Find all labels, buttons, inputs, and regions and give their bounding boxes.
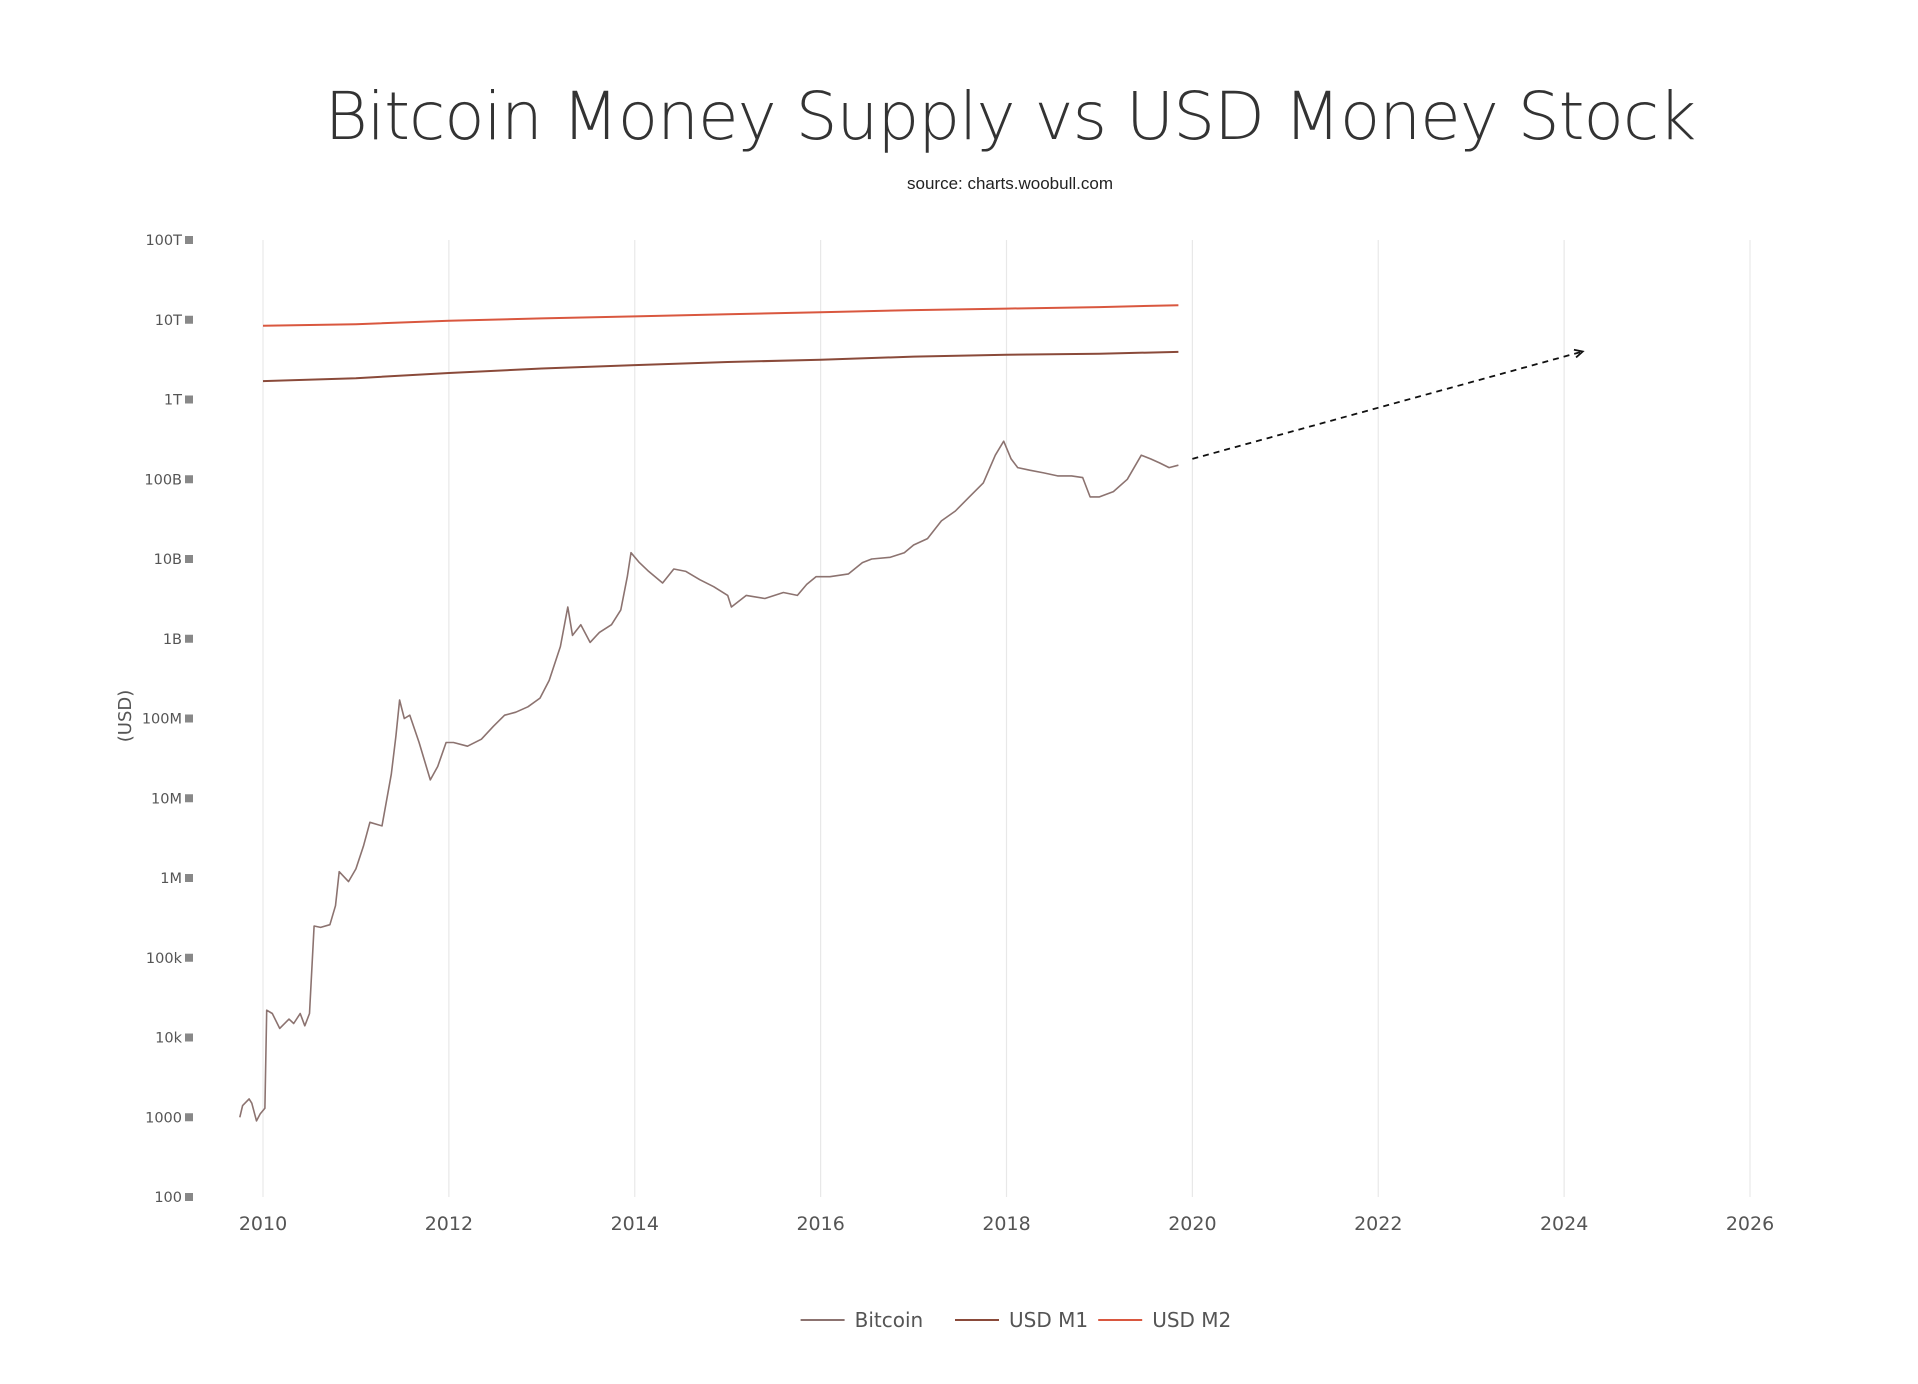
y-tick-marker: [185, 315, 193, 324]
y-tick-label: 1000: [145, 1110, 182, 1126]
series-line-usd-m2: [262, 304, 1179, 327]
chart-subtitle: source: charts.woobull.com: [907, 174, 1113, 193]
y-tick-marker: [185, 953, 193, 962]
y-tick-marker: [185, 874, 193, 882]
legend-item-usd-m1[interactable]: USD M1: [955, 1308, 1088, 1332]
legend-label: USD M1: [1009, 1308, 1088, 1332]
y-axis-title: (USD): [115, 690, 136, 743]
y-tick-label: 100: [154, 1190, 182, 1206]
x-tick-label: 2024: [1540, 1213, 1588, 1235]
y-tick-marker: [185, 1033, 193, 1042]
y-tick-label: 100M: [142, 712, 182, 728]
x-tick-label: 2020: [1168, 1213, 1216, 1235]
y-tick-marker: [185, 236, 193, 244]
y-tick-marker: [185, 714, 193, 723]
x-tick-label: 2026: [1726, 1213, 1774, 1235]
x-tick-label: 2014: [611, 1213, 659, 1235]
annotations: [1192, 348, 1585, 460]
series-lines: [239, 304, 1179, 1122]
legend-item-usd-m2[interactable]: USD M2: [1098, 1308, 1231, 1332]
x-tick-label: 2010: [239, 1213, 287, 1235]
x-tick-label: 2012: [425, 1213, 473, 1235]
grid-lines: [262, 240, 1751, 1197]
chart-title: Bitcoin Money Supply vs USD Money Stock: [324, 78, 1697, 155]
legend: Bitcoin USD M1 USD M2: [800, 1308, 1231, 1332]
legend-label: Bitcoin: [855, 1308, 924, 1332]
projection-arrow: [1192, 348, 1585, 460]
y-tick-marker: [185, 475, 193, 484]
y-tick-label: 100T: [145, 233, 182, 249]
x-axis: 2010 2012 2014 2016 2018 2020 2022 2024 2026: [239, 1213, 1774, 1235]
y-tick-marker: [185, 1113, 193, 1122]
y-tick-label: 1B: [163, 632, 182, 648]
y-tick-marker: [185, 555, 193, 563]
y-tick-label: 1M: [160, 871, 182, 887]
series-line-bitcoin: [239, 440, 1179, 1122]
x-tick-label: 2018: [982, 1213, 1030, 1235]
series-line-usd-m1: [262, 350, 1179, 383]
y-tick-label: 10T: [155, 313, 182, 329]
y-tick-marker: [185, 395, 193, 404]
y-tick-label: 100B: [144, 472, 182, 488]
y-tick-marker: [185, 794, 193, 803]
y-tick-label: 10B: [154, 552, 182, 568]
y-axis: 100 1000 10k 100k 1M 10M 100M 1B 10B 100B 1T 10T 100…: [142, 233, 193, 1206]
y-tick-label: 10M: [151, 791, 182, 807]
legend-label: USD M2: [1152, 1308, 1231, 1332]
x-tick-label: 2016: [796, 1213, 844, 1235]
y-tick-label: 100k: [146, 951, 183, 967]
y-tick-marker: [185, 634, 193, 643]
legend-item-bitcoin[interactable]: Bitcoin: [800, 1308, 924, 1332]
x-tick-label: 2022: [1354, 1213, 1402, 1235]
y-tick-label: 10k: [155, 1031, 182, 1047]
y-tick-marker: [185, 1193, 193, 1201]
y-tick-label: 1T: [164, 393, 182, 409]
